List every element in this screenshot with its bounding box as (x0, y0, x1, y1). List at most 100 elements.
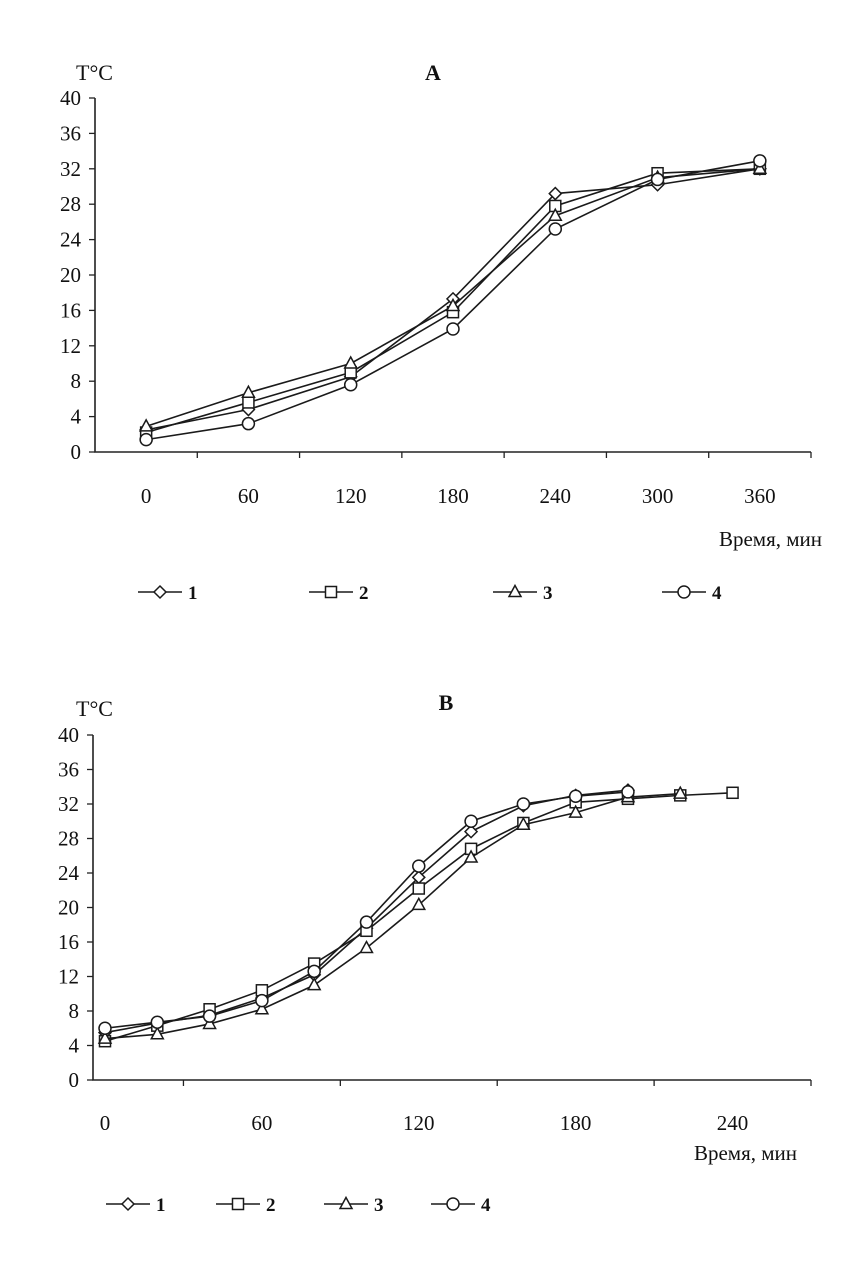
chart-b-legend-label: 4 (481, 1195, 491, 1216)
chart-b-ytick-label: 4 (69, 1034, 80, 1058)
chart-a-series-4-point (343, 377, 358, 392)
chart-b-series-3-point (411, 896, 427, 911)
chart-b-series-4-line (104, 791, 629, 1030)
chart-a-xtick-label: 240 (540, 484, 572, 508)
chart-b-series-4-point (98, 1021, 112, 1035)
chart-b-ytick-label: 0 (69, 1068, 80, 1092)
chart-a-ytick-label: 40 (60, 86, 81, 110)
chart-b-legend-item-4: 4 (431, 1195, 491, 1216)
chart-b-legend-item-3: 3 (324, 1195, 384, 1216)
chart-a-ytick-label: 28 (60, 192, 81, 216)
chart-b-series-3-point (516, 816, 531, 830)
chart-a-series-2-point (242, 396, 255, 409)
chart-b-series-1 (97, 783, 636, 1040)
chart-b-series-1-point (464, 824, 479, 839)
chart-b-series-3-point (306, 977, 322, 991)
chart-a-legend-marker (507, 583, 523, 598)
chart-b-legend-item-2: 2 (216, 1195, 276, 1216)
chart-b-xtick-label: 180 (560, 1111, 592, 1135)
chart-a-series-4-point (241, 416, 256, 431)
chart-b-series-2-point (412, 882, 426, 895)
chart-b-ytick-label: 36 (58, 758, 79, 782)
chart-b-legend-marker (338, 1195, 354, 1210)
chart-a-xtick-label: 60 (238, 484, 259, 508)
chart-a-series-3-point (343, 355, 358, 369)
chart-a-series-4-point (753, 154, 767, 168)
chart-a-xtick-label: 180 (437, 484, 469, 508)
chart-a-legend-label: 2 (359, 583, 369, 604)
chart-a-legend-item-1: 1 (138, 583, 198, 604)
chart-b-ytick-label: 12 (58, 965, 79, 989)
chart-a-legend-label: 1 (188, 583, 198, 604)
chart-a-legend-label: 3 (543, 583, 553, 604)
chart-b-axes (92, 735, 811, 1081)
chart-a-ytick-label: 16 (60, 298, 81, 322)
chart-b-series-2 (98, 786, 739, 1048)
chart-b-series-3-point (463, 849, 479, 863)
chart-b-series-3-point (150, 1026, 165, 1040)
chart-a-xlabel: Время, мин (719, 527, 822, 551)
chart-b-legend-label: 3 (374, 1195, 384, 1216)
chart-b-series-4-point (359, 915, 374, 929)
chart-b-ytick-label: 16 (58, 930, 79, 954)
chart-b-legend-marker (446, 1197, 460, 1211)
chart-a-ylabel: T°C (76, 60, 113, 85)
chart-a-legend-marker (324, 585, 338, 599)
chart-a-legend-item-4: 4 (662, 583, 722, 604)
chart-b-ytick-label: 28 (58, 827, 79, 851)
chart-b-legend-marker (120, 1196, 136, 1212)
chart-b-xtick-label: 60 (251, 1111, 272, 1135)
chart-a-legend-item-3: 3 (493, 583, 553, 604)
chart-a-ytick-label: 32 (60, 157, 81, 181)
chart-b-series-4-point (150, 1015, 165, 1029)
chart-b-series-4-point (202, 1009, 217, 1023)
chart-b-series-4-point (568, 789, 583, 803)
chart-b-series-3-line (104, 792, 681, 1040)
chart-b-xtick-label: 120 (403, 1111, 435, 1135)
chart-a-xtick-label: 0 (141, 484, 152, 508)
chart-b-series-1-line (104, 789, 629, 1034)
chart-a-ytick-label: 24 (60, 228, 82, 252)
chart-b-series-3 (97, 785, 688, 1044)
chart-b-series-3-point (568, 804, 583, 818)
chart-b-xlabel: Время, мин (694, 1141, 797, 1165)
chart-a-series-1-point (548, 186, 563, 201)
chart-a-ytick-label: 8 (71, 369, 82, 393)
chart-a-legend-marker (152, 584, 168, 600)
chart-b-ytick-label: 32 (58, 792, 79, 816)
chart-b-series-4-point (255, 993, 269, 1008)
chart-a-series-4-point (548, 222, 563, 236)
chart-b-series-3-point (254, 1001, 270, 1015)
chart-b-ytick-label: 8 (69, 999, 80, 1023)
chart-b-series-3-point (672, 785, 688, 799)
chart-a-series-3-point (752, 160, 768, 175)
chart-b-legend-marker (231, 1197, 245, 1211)
chart-b-series-3-point (359, 939, 374, 954)
chart-a-series-4-point (139, 432, 153, 447)
chart-a-ytick-label: 20 (60, 263, 81, 287)
chart-a-series-4-point (650, 172, 665, 187)
chart-a-ytick-label: 4 (71, 405, 82, 429)
chart-b-ytick-label: 20 (58, 896, 79, 920)
chart-a-ytick-label: 0 (71, 440, 82, 464)
chart-a-series-4-point (446, 322, 460, 336)
chart-b-legend-item-1: 1 (106, 1195, 166, 1216)
chart-b-series-2-line (104, 791, 733, 1042)
chart-b-ytick-label: 40 (58, 723, 79, 747)
chart-a-series-3-point (548, 207, 563, 221)
chart-b-series-4 (98, 785, 635, 1035)
chart-a-ytick-label: 12 (60, 334, 81, 358)
chart-a-ytick-label: 36 (60, 121, 81, 145)
chart-b-xtick-label: 0 (100, 1111, 111, 1135)
chart-a-series-3-point (241, 384, 256, 398)
chart-b-xtick-label: 240 (717, 1111, 749, 1135)
chart-a-xtick-label: 300 (642, 484, 674, 508)
chart-b-series-4-point (412, 859, 426, 873)
chart-b-series-2-point (726, 786, 739, 800)
chart-a-legend-marker (677, 585, 691, 599)
chart-b-series-3-point (97, 1030, 113, 1044)
chart-a-legend-label: 4 (712, 583, 722, 604)
